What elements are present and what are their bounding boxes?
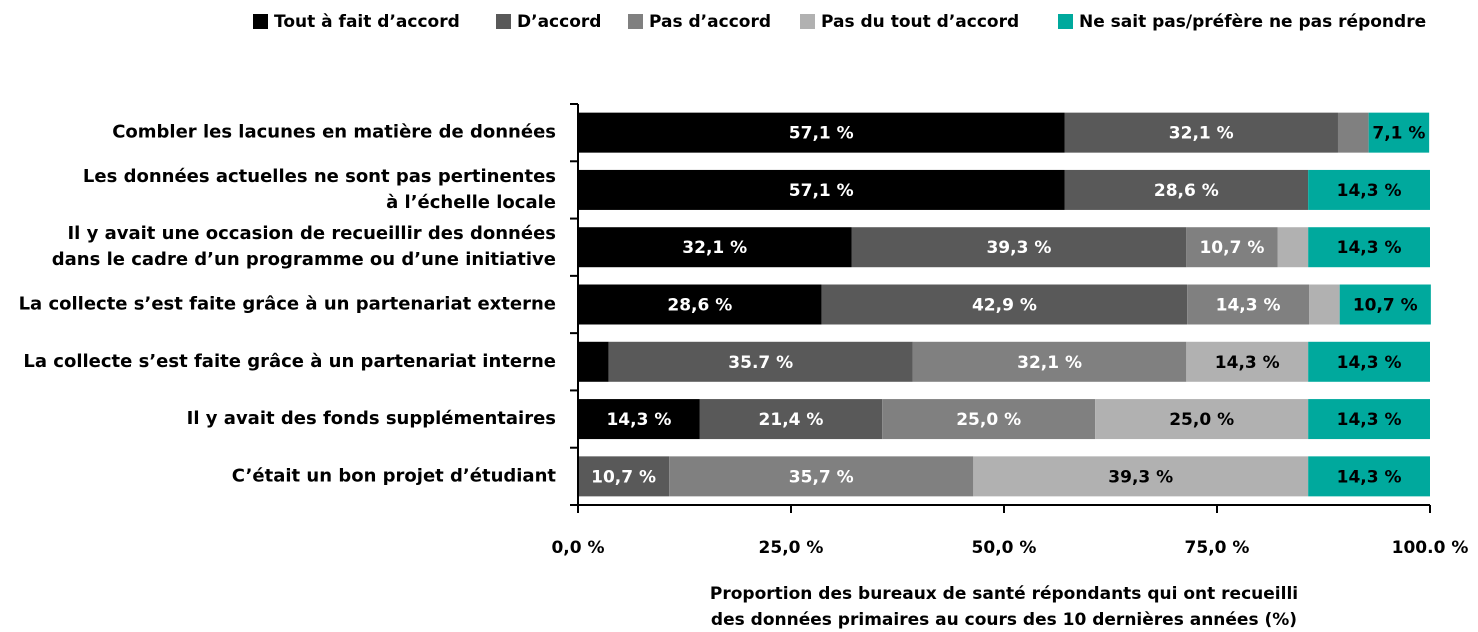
value-label: 39,3 % — [986, 238, 1051, 258]
y-tick-label: La collecte s’est faite grâce à un parte… — [19, 294, 556, 315]
legend-swatch — [628, 14, 643, 29]
legend-swatch — [253, 14, 268, 29]
bar-segment — [578, 341, 609, 382]
value-label: 25,0 % — [956, 410, 1021, 430]
value-label: 25,0 % — [1169, 410, 1234, 430]
value-label: 28,6 % — [1154, 181, 1219, 201]
bar-segment — [578, 112, 1065, 153]
bar-segment — [1186, 227, 1278, 268]
bar-segment — [821, 284, 1188, 325]
bar-segment — [608, 341, 913, 382]
value-label: 10,7 % — [591, 467, 656, 487]
y-tick-label: Combler les lacunes en matière de donnée… — [112, 122, 556, 143]
x-tick-label: 50,0 % — [972, 538, 1037, 558]
bar-segment — [578, 284, 822, 325]
bar-segment — [1308, 227, 1430, 268]
bar-segment — [1309, 284, 1340, 325]
legend-label: Pas d’accord — [649, 12, 771, 32]
bar-segment — [1064, 169, 1309, 210]
x-axis-label: Proportion des bureaux de santé répondan… — [710, 584, 1298, 630]
bar-segment — [1308, 399, 1430, 440]
bar-segment — [1337, 112, 1369, 153]
bar-segment — [851, 227, 1187, 268]
bar-segment — [578, 399, 700, 440]
legend-label: D’accord — [517, 12, 601, 32]
x-tick-label: 75,0 % — [1185, 538, 1250, 558]
value-label: 14,3 % — [1216, 296, 1281, 316]
bar-segment — [882, 399, 1096, 440]
bar-segment — [1308, 456, 1430, 497]
value-label: 35.7 % — [728, 353, 793, 373]
bar-segment — [1064, 112, 1338, 153]
bar-segment — [1277, 227, 1309, 268]
value-label: 32,1 % — [1169, 124, 1234, 144]
bar-segment — [1339, 284, 1431, 325]
value-label: 14,3 % — [1337, 238, 1402, 258]
value-label: 32,1 % — [682, 238, 747, 258]
x-tick-label: 100.0 % — [1392, 538, 1469, 558]
value-label: 57,1 % — [789, 181, 854, 201]
value-label: 14,3 % — [1337, 467, 1402, 487]
y-tick-label: La collecte s’est faite grâce à un parte… — [23, 351, 556, 372]
legend-label: Pas du tout d’accord — [821, 12, 1019, 32]
y-tick-label: C’était un bon projet d’étudiant — [232, 465, 557, 486]
bar-segment — [1095, 399, 1309, 440]
value-label: 7,1 % — [1372, 124, 1425, 144]
value-label: 10,7 % — [1353, 296, 1418, 316]
value-label: 10,7 % — [1199, 238, 1264, 258]
value-label: 14,3 % — [1337, 353, 1402, 373]
bar-segment — [578, 169, 1065, 210]
bar-segment — [912, 341, 1187, 382]
value-label: 28,6 % — [667, 296, 732, 316]
value-label: 14,3 % — [606, 410, 671, 430]
value-label: 21,4 % — [759, 410, 824, 430]
x-tick-label: 25,0 % — [759, 538, 824, 558]
x-tick-label: 0,0 % — [551, 538, 604, 558]
y-tick-label: Il y avait des fonds supplémentaires — [187, 408, 556, 429]
legend-label: Ne sait pas/préfère ne pas répondre — [1079, 12, 1426, 32]
y-tick-label: Les données actuelles ne sont pas pertin… — [83, 166, 556, 213]
value-label: 14,3 % — [1337, 181, 1402, 201]
bar-segment — [1186, 341, 1309, 382]
bar-segment — [699, 399, 883, 440]
bar-segment — [1368, 112, 1430, 153]
value-label: 42,9 % — [972, 296, 1037, 316]
bar-segment — [1187, 284, 1310, 325]
legend-swatch — [496, 14, 511, 29]
bar-segment — [1308, 341, 1430, 382]
legend-label: Tout à fait d’accord — [274, 12, 460, 32]
value-label: 35,7 % — [789, 467, 854, 487]
bar-segment — [578, 456, 670, 497]
value-label: 32,1 % — [1017, 353, 1082, 373]
legend-swatch — [1058, 14, 1073, 29]
y-tick-label: Il y avait une occasion de recueillir de… — [52, 223, 556, 270]
legend-swatch — [800, 14, 815, 29]
value-label: 39,3 % — [1108, 467, 1173, 487]
bar-segment — [578, 227, 852, 268]
value-label: 14,3 % — [1215, 353, 1280, 373]
bar-segment — [1308, 169, 1430, 210]
value-label: 57,1 % — [789, 124, 854, 144]
bar-segment — [973, 456, 1309, 497]
bar-segment — [669, 456, 974, 497]
value-label: 14,3 % — [1337, 410, 1402, 430]
